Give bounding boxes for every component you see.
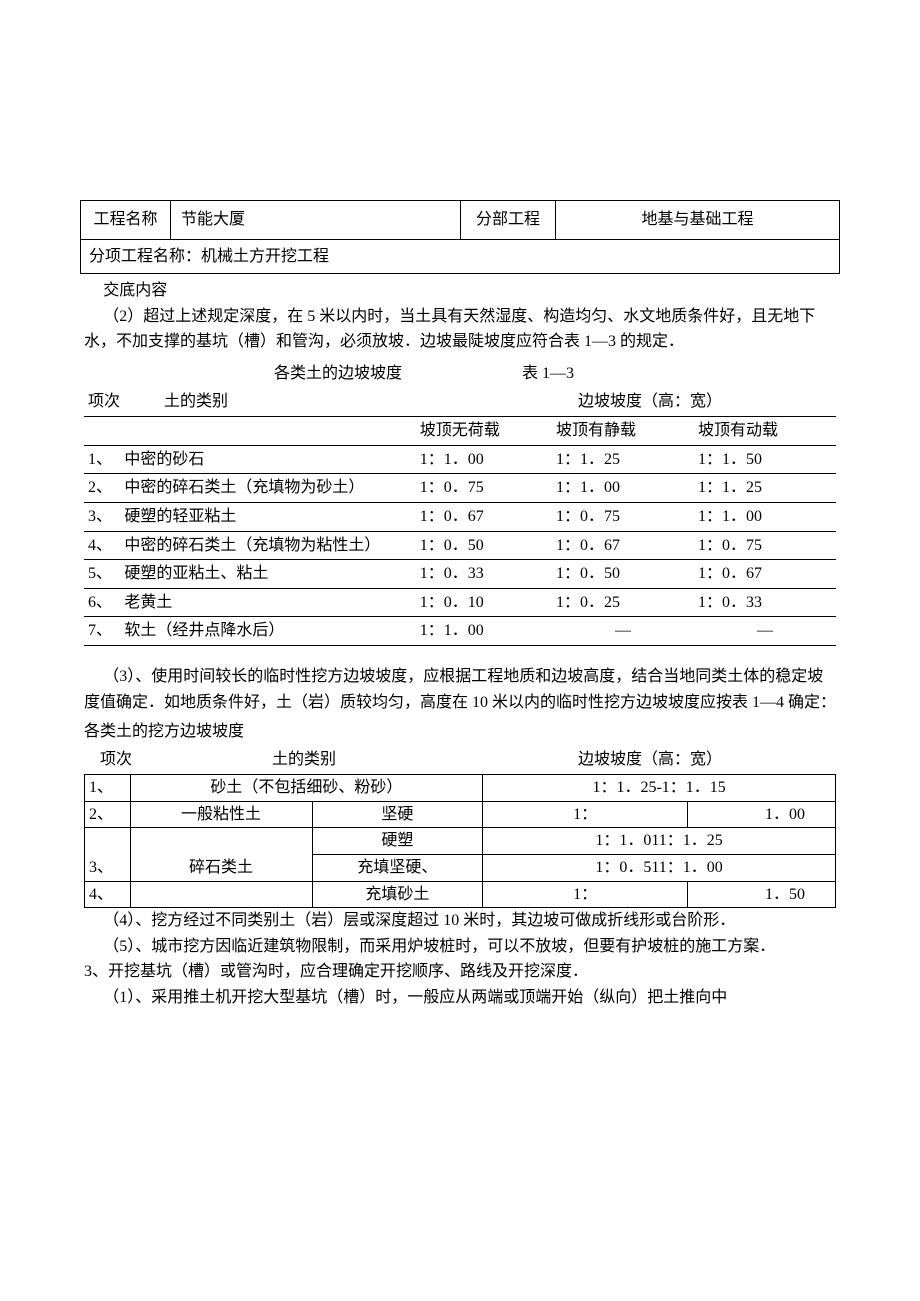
paragraph-7: （1）、采用推土机开挖大型基坑（槽）时，一般应从两端或顶端开始（纵向）把土推向中 — [84, 985, 836, 1011]
table-row: 7、 软土（经井点降水后） 1：1．00 — — — [84, 617, 836, 646]
t14-col-slope: 边坡坡度（高：宽） — [464, 747, 836, 773]
table-row: 2、 中密的碎石类土（充填物为砂土） 1：0．75 1：1．00 1：1．25 — [84, 474, 836, 503]
table13-colhead: 项次 土的类别 边坡坡度（高：宽） — [84, 387, 836, 418]
table13: 坡顶无荷载 坡顶有静载 坡顶有动载 1、 中密的砂石 1：1．00 1：1．25… — [84, 417, 836, 646]
table13-number: 表 1—3 — [522, 361, 574, 387]
project-name: 节能大厦 — [171, 201, 461, 240]
table-row: 硬塑 1：1．011：1．25 — [85, 828, 836, 855]
sub-noload: 坡顶无荷载 — [416, 417, 552, 445]
sub-dynamic: 坡顶有动载 — [694, 417, 836, 445]
col-slope: 边坡坡度（高：宽） — [464, 389, 836, 415]
table14-title: 各类土的挖方边坡坡度 — [84, 719, 836, 745]
table-row: 2、 一般粘性土 坚硬 1： 1．00 — [85, 801, 836, 828]
subproject-label: 分部工程 — [461, 201, 556, 240]
table-row: 1、 中密的砂石 1：1．00 1：1．25 1：1．50 — [84, 445, 836, 474]
subproject-name: 地基与基础工程 — [556, 201, 840, 240]
intro-label: 交底内容 — [84, 278, 836, 304]
header-table: 工程名称 节能大厦 分部工程 地基与基础工程 分项工程名称：机械土方开挖工程 — [80, 200, 840, 274]
paragraph-4: （4）、挖方经过不同类别土（岩）层或深度超过 10 米时，其边坡可做成折线形或台… — [84, 908, 836, 934]
item-label: 分项工程名称：机械土方开挖工程 — [81, 239, 840, 274]
t14-col-category: 土的类别 — [144, 747, 464, 773]
t14-col-item: 项次 — [84, 747, 144, 773]
table-row: 4、 充填砂土 1： 1．50 — [85, 881, 836, 908]
paragraph-5: （5）、城市挖方因临近建筑物限制，而采用炉坡桩时，可以不放坡，但要有护坡桩的施工… — [84, 934, 836, 960]
col-category: 土的类别 — [164, 389, 464, 415]
paragraph-2: （2）超过上述规定深度，在 5 米以内时，当土具有天然湿度、构造均匀、水文地质条… — [84, 304, 836, 355]
col-item: 项次 — [84, 389, 164, 415]
table-row: 1、 砂土（不包括细砂、粉砂） 1：1．25-1：1．15 — [85, 775, 836, 802]
table-row: 3、 硬塑的轻亚粘土 1：0．67 1：0．75 1：1．00 — [84, 502, 836, 531]
paragraph-6: 3、开挖基坑（槽）或管沟时，应合理确定开挖顺序、路线及开挖深度． — [84, 959, 836, 985]
table-row: 6、 老黄土 1：0．10 1：0．25 1：0．33 — [84, 588, 836, 617]
table13-title-row: 各类土的边坡坡度 表 1—3 — [84, 361, 836, 387]
table14: 1、 砂土（不包括细砂、粉砂） 1：1．25-1：1．15 2、 一般粘性土 坚… — [84, 774, 836, 908]
table-row: 3、 碎石类土 充填坚硬、 1：0．511：1．00 — [85, 855, 836, 882]
table14-colhead: 项次 土的类别 边坡坡度（高：宽） — [84, 745, 836, 775]
content-section: 交底内容 （2）超过上述规定深度，在 5 米以内时，当土具有天然湿度、构造均匀、… — [80, 278, 840, 1010]
table13-title: 各类土的边坡坡度 — [274, 361, 402, 387]
paragraph-3: （3）、使用时间较长的临时性挖方边坡坡度，应根据工程地质和边坡高度，结合当地同类… — [84, 664, 836, 715]
sub-static: 坡顶有静载 — [552, 417, 694, 445]
project-name-label: 工程名称 — [81, 201, 171, 240]
table-row: 4、 中密的碎石类土（充填物为粘性土） 1：0．50 1：0．67 1：0．75 — [84, 531, 836, 560]
table-row: 5、 硬塑的亚粘土、粘土 1：0．33 1：0．50 1：0．67 — [84, 560, 836, 589]
